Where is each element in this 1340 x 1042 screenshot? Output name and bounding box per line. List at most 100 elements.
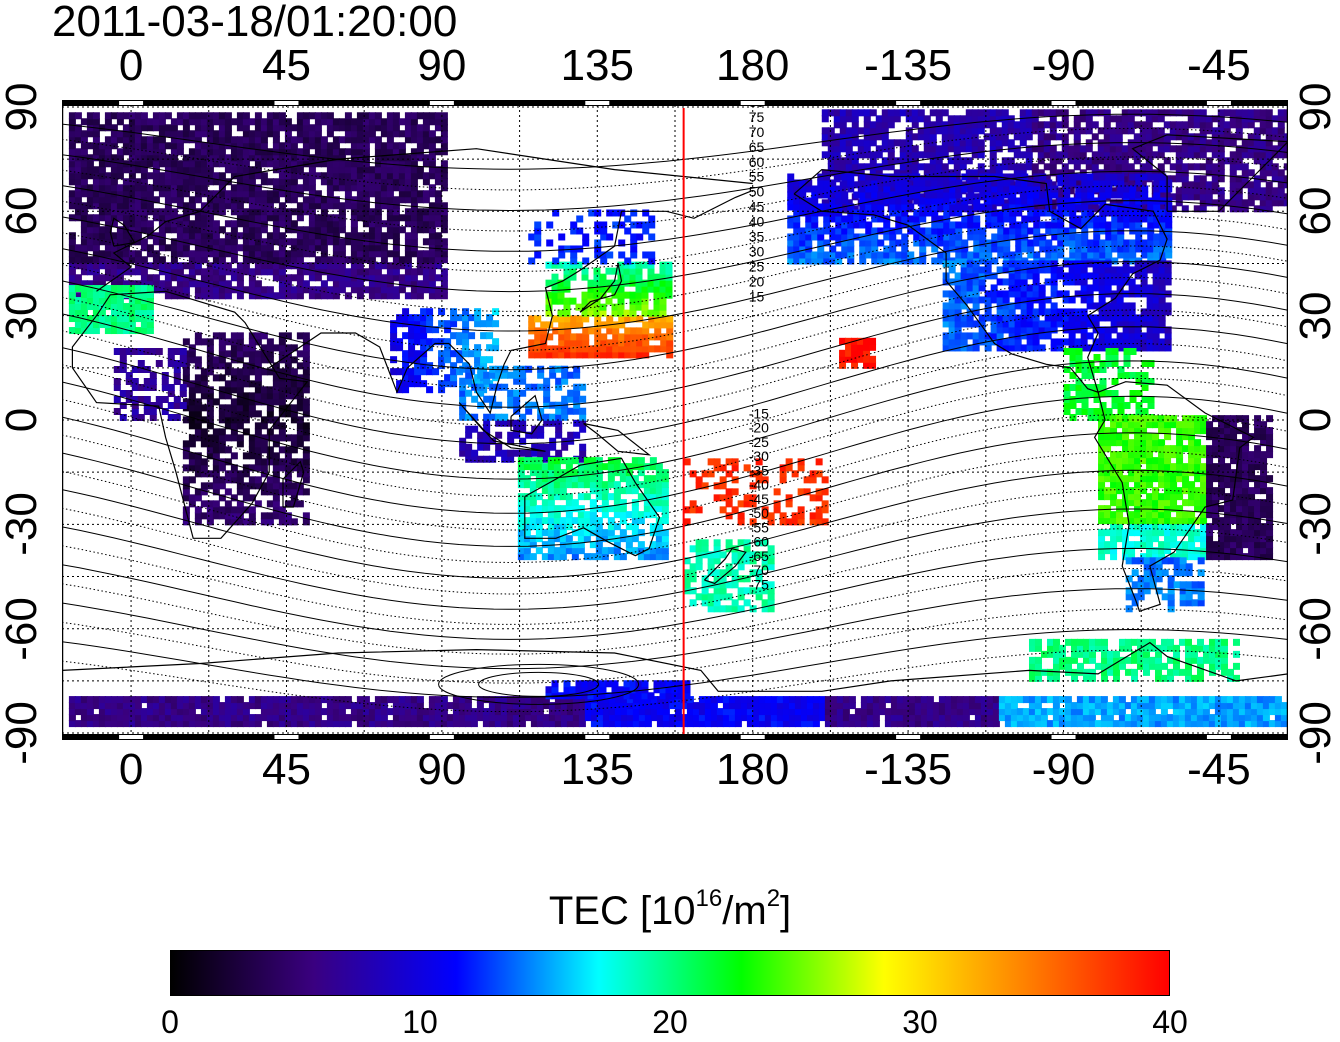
tec-cell (326, 178, 334, 186)
tec-cell (955, 221, 963, 229)
tec-cell (1211, 181, 1219, 189)
tec-cell (182, 202, 190, 210)
tec-cell (1001, 127, 1009, 135)
tec-cell (577, 505, 585, 513)
tec-cell (122, 327, 130, 335)
tec-cell (224, 262, 232, 270)
tec-cell (1115, 151, 1123, 159)
tec-cell (839, 187, 847, 195)
tec-cell (901, 239, 909, 247)
tec-cell (356, 184, 364, 192)
tec-cell (200, 482, 208, 490)
tec-cell (579, 455, 587, 463)
tec-cell (570, 339, 578, 347)
tec-cell (278, 190, 286, 198)
tec-cell (462, 314, 470, 322)
tec-cell (414, 374, 422, 382)
tec-cell (719, 581, 727, 589)
tec-cell (284, 434, 292, 442)
tec-cell (356, 190, 364, 198)
tec-cell (659, 285, 667, 293)
tec-cell (1151, 169, 1159, 177)
tec-cell (386, 208, 394, 216)
y-left-tick-label: 30 (0, 291, 46, 341)
tec-cell (206, 512, 214, 520)
tec-cell (1223, 133, 1231, 141)
tec-cell (68, 315, 76, 323)
tec-cell (661, 517, 669, 525)
tec-cell (296, 112, 304, 120)
tec-cell (254, 190, 262, 198)
tec-cell (422, 112, 430, 120)
tec-cell (991, 185, 999, 193)
tec-cell (601, 511, 609, 519)
tec-cell (146, 154, 154, 162)
tec-cell (254, 422, 262, 430)
tec-cell (68, 268, 76, 276)
tec-cell (104, 118, 112, 126)
tec-cell (254, 350, 262, 358)
tec-cell (553, 505, 561, 513)
tec-cell (997, 227, 1005, 235)
tec-cell (308, 166, 316, 174)
tec-cell (1253, 193, 1261, 201)
tec-cell (68, 262, 76, 270)
tec-cell (857, 151, 865, 159)
tec-cell (140, 148, 148, 156)
tec-cell (1109, 127, 1117, 135)
tec-cell (725, 458, 733, 466)
tec-cell (559, 487, 567, 495)
tec-cell (1001, 163, 1009, 171)
tec-cell (1151, 133, 1159, 141)
tec-cell (200, 368, 208, 376)
tec-cell (408, 338, 416, 346)
tec-cell (236, 422, 244, 430)
tec-cell (98, 178, 106, 186)
tec-cell (507, 371, 515, 379)
tec-cell (113, 378, 121, 385)
tec-cell (1163, 157, 1171, 165)
tec-cell (110, 321, 118, 329)
tec-cell (173, 414, 181, 421)
tec-cell (218, 184, 226, 192)
tec-cell (194, 380, 202, 388)
tec-cell (128, 256, 136, 264)
tec-cell (164, 244, 172, 252)
tec-cell (368, 274, 376, 282)
tec-cell (314, 262, 322, 270)
tec-cell (1235, 121, 1243, 129)
tec-cell (408, 374, 416, 382)
tec-cell (737, 518, 745, 526)
tec-cell (248, 196, 256, 204)
tec-cell (653, 297, 661, 305)
tec-cell (534, 339, 542, 347)
tec-cell (104, 297, 112, 305)
tec-cell (350, 130, 358, 138)
tec-cell (809, 470, 817, 478)
tec-cell (913, 239, 921, 247)
tec-cell (1235, 151, 1243, 159)
tec-cell (152, 154, 160, 162)
tec-cell (1115, 157, 1123, 165)
tec-cell (170, 208, 178, 216)
tec-cell (110, 130, 118, 138)
tec-cell (206, 386, 214, 394)
tec-cell (137, 396, 145, 403)
tec-cell (194, 292, 202, 300)
tec-cell (1061, 109, 1069, 117)
tec-cell (943, 203, 951, 211)
tec-cell (1091, 157, 1099, 165)
tec-cell (1037, 151, 1045, 159)
tec-cell (967, 197, 975, 205)
tec-cell (338, 226, 346, 234)
tec-cell (791, 470, 799, 478)
tec-cell (80, 208, 88, 216)
tec-cell (477, 401, 485, 409)
tec-cell (743, 464, 751, 472)
tec-cell (535, 505, 543, 513)
tec-cell (582, 327, 590, 335)
tec-cell (146, 297, 154, 305)
tec-cell (619, 463, 627, 471)
tec-cell (941, 151, 949, 159)
tec-cell (1049, 121, 1057, 129)
